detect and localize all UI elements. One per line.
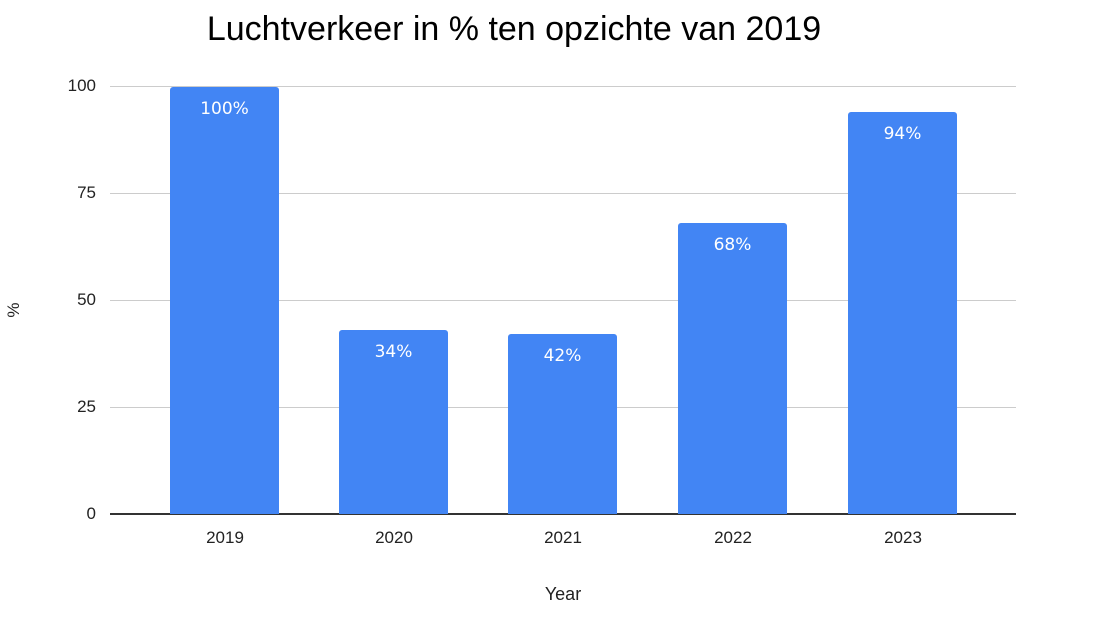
bar-2020[interactable]: 34% <box>339 330 448 514</box>
plot-area: 100% 34% 42% 68% 94% <box>110 86 1016 515</box>
x-tick-2022: 2022 <box>714 528 752 547</box>
chart-title: Luchtverkeer in % ten opzichte van 2019 <box>0 10 1020 49</box>
chart-title-text: Luchtverkeer in % ten opzichte van 2019 <box>206 10 822 48</box>
y-tick-0: 0 <box>86 504 96 523</box>
bar-label-2020: 34% <box>374 342 413 362</box>
gridline-75 <box>110 193 1016 194</box>
y-tick-50: 50 <box>77 290 96 309</box>
x-tick-2020: 2020 <box>375 528 413 547</box>
y-tick-100: 100 <box>67 76 96 95</box>
bar-2021[interactable]: 42% <box>508 334 617 514</box>
y-tick-75: 75 <box>77 183 96 202</box>
gridline-50 <box>110 300 1016 301</box>
x-tick-2021: 2021 <box>544 528 582 547</box>
y-axis-label: % <box>4 302 23 318</box>
x-axis-baseline <box>110 513 1016 515</box>
bar-label-2022: 68% <box>713 235 752 255</box>
bar-2023[interactable]: 94% <box>848 112 957 514</box>
x-tick-2023: 2023 <box>884 528 922 547</box>
x-axis-label: Year <box>544 584 582 604</box>
bar-label-2019: 100% <box>200 99 249 119</box>
bar-label-2023: 94% <box>883 124 922 144</box>
bar-2022[interactable]: 68% <box>678 223 787 514</box>
gridline-100 <box>110 86 1016 87</box>
bar-label-2021: 42% <box>543 346 582 366</box>
bar-2019[interactable]: 100% <box>170 87 279 514</box>
x-tick-2019: 2019 <box>206 528 244 547</box>
y-tick-25: 25 <box>77 397 96 416</box>
